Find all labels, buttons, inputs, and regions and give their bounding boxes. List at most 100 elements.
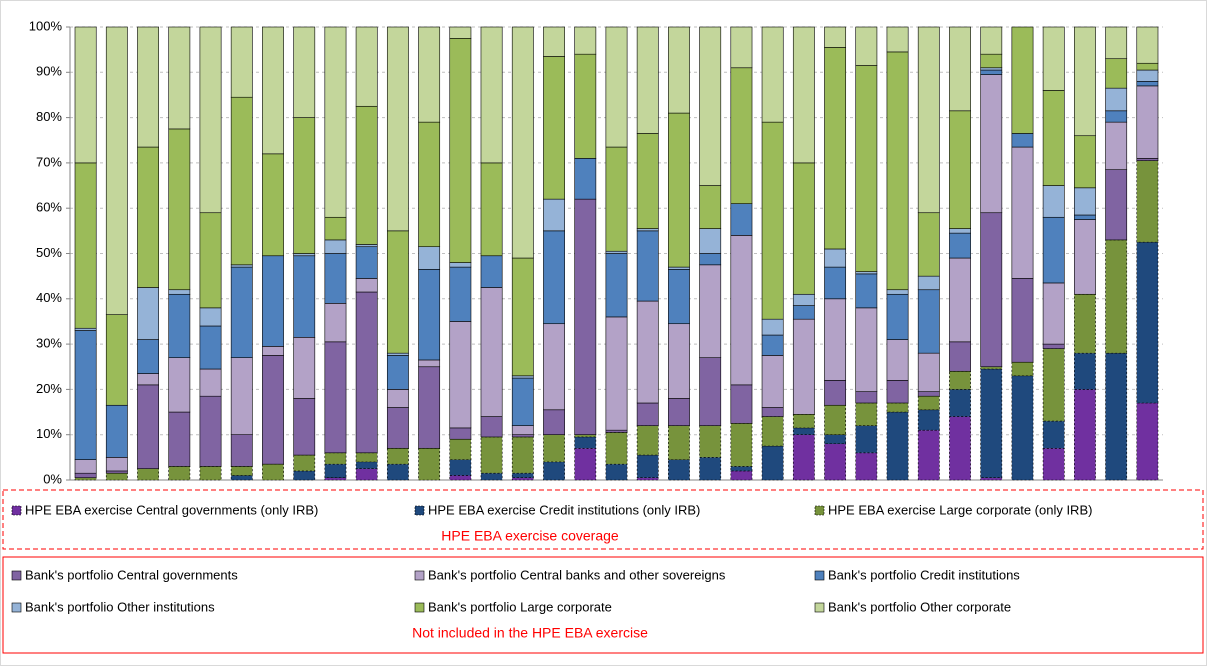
bar-segment [917, 409, 940, 431]
bar-segment [636, 300, 659, 404]
bar-segment [449, 475, 472, 481]
bar-segment [1042, 282, 1065, 345]
legend-label: Bank's portfolio Central governments [25, 567, 238, 582]
bar-segment [1011, 146, 1034, 279]
bar-segment [980, 67, 1003, 71]
bar-segment [355, 246, 378, 279]
bar-segment [386, 230, 409, 354]
legend-label: Bank's portfolio Credit institutions [828, 567, 1020, 582]
bar-segment [230, 434, 253, 467]
legend-swatch [414, 505, 425, 516]
bar-segment [1042, 348, 1065, 422]
bar-segment [230, 96, 253, 266]
legend-box-hpe [2, 489, 1204, 550]
bar-segment [199, 212, 222, 309]
bar-segment [636, 133, 659, 229]
bar-segment [730, 423, 753, 467]
bar-segment [730, 67, 753, 204]
bar-segment [168, 411, 191, 467]
bar-segment [418, 26, 441, 123]
bar-segment [105, 26, 128, 315]
bar-segment [324, 463, 347, 479]
legend-label: HPE EBA exercise Large corporate (only I… [828, 502, 1092, 517]
bar-segment [730, 466, 753, 472]
legend-swatch [414, 570, 425, 581]
bar-segment [511, 375, 534, 379]
bar-segment [917, 395, 940, 411]
bar-segment [980, 366, 1003, 370]
bar-segment [949, 26, 971, 112]
bar-segment [668, 398, 690, 426]
bar-segment [824, 298, 847, 381]
bar-segment [543, 409, 565, 436]
bar-segment [230, 466, 253, 476]
bar-segment [792, 293, 815, 306]
bar-segment [855, 307, 878, 392]
bar-segment [449, 38, 472, 263]
y-tick-label: 0% [43, 471, 62, 486]
bar-segment [792, 26, 815, 164]
bar-segment [105, 470, 128, 474]
legend-note: Not included in the HPE EBA exercise [412, 625, 648, 641]
bar-segment [668, 26, 690, 114]
bar-segment [480, 162, 503, 257]
bar-segment [1136, 241, 1159, 404]
y-tick-label: 30% [36, 336, 62, 351]
bar-segment [917, 212, 940, 277]
bar-segment [1042, 90, 1065, 186]
bar-segment [293, 470, 316, 481]
bar-segment [511, 477, 534, 481]
bar-segment [324, 253, 347, 304]
bar-segment [699, 425, 722, 458]
y-tick-label: 80% [36, 109, 62, 124]
bar-segment [543, 198, 565, 232]
legend-label: Bank's portfolio Other institutions [25, 599, 215, 614]
bar-segment [324, 216, 347, 241]
legend-label: HPE EBA exercise Central governments (on… [25, 502, 318, 517]
bar-segment [886, 289, 909, 295]
bar-segment [293, 337, 316, 399]
bar-segment [855, 26, 878, 66]
bar-segment [949, 232, 971, 259]
bar-segment [792, 162, 815, 295]
bar-segment [137, 146, 159, 288]
bar-segment [168, 289, 191, 295]
bar-segment [917, 352, 940, 392]
bar-segment [511, 472, 534, 479]
bar-segment [293, 253, 316, 257]
bar-segment [574, 434, 597, 438]
bar-segment [262, 255, 284, 347]
bar-segment [605, 253, 628, 318]
bar-segment [761, 121, 784, 320]
bar-segment [1105, 110, 1128, 123]
bar-segment [917, 289, 940, 354]
bar-segment [105, 472, 128, 481]
bar-segment [543, 56, 565, 200]
y-tick-label: 20% [36, 381, 62, 396]
bar-segment [574, 26, 597, 55]
bar-segment [1074, 389, 1096, 481]
bar-segment [137, 339, 159, 374]
bar-segment [137, 287, 159, 340]
bar-segment [1011, 361, 1034, 377]
bar-segment [792, 434, 815, 481]
bar-segment [511, 434, 534, 438]
bar-segment [543, 26, 565, 57]
bar-segment [355, 105, 378, 245]
bar-segment [293, 398, 316, 456]
bar-segment [168, 466, 191, 481]
bar-segment [917, 26, 940, 214]
bar-segment [449, 262, 472, 268]
bar-segment [699, 357, 722, 426]
bar-segment [386, 407, 409, 449]
bar-segment [574, 198, 597, 435]
legend-swatch [11, 505, 22, 516]
y-tick-label: 10% [36, 426, 62, 441]
bar-segment [230, 26, 253, 98]
bar-segment [1105, 169, 1128, 241]
bar-segment [824, 443, 847, 481]
bar-segment [324, 341, 347, 454]
bar-segment [168, 26, 191, 130]
bar-segment [262, 346, 284, 356]
